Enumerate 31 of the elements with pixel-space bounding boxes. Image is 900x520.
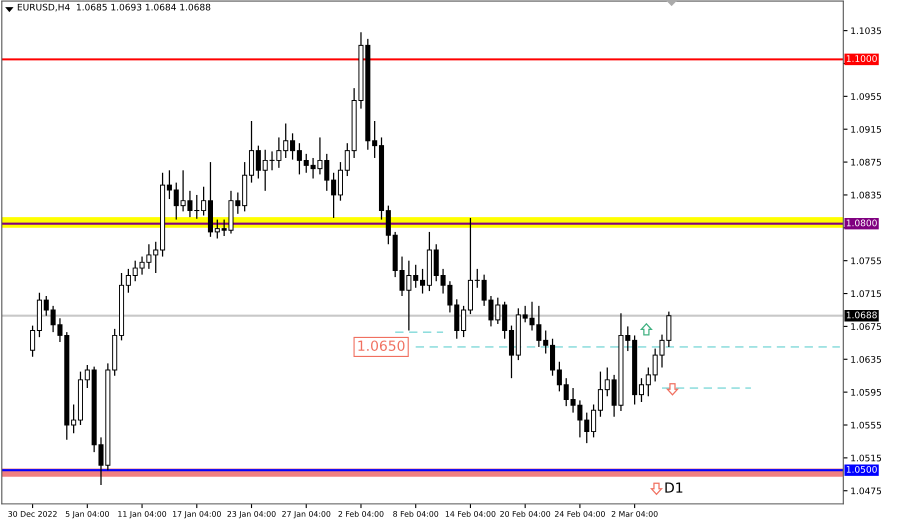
series-label: 1.0650 bbox=[358, 340, 405, 351]
y-tick-label: 1.0715 bbox=[851, 290, 882, 298]
y-tick-label: 1.0755 bbox=[851, 257, 882, 264]
y-tick-label: 1.0915 bbox=[851, 126, 882, 133]
y-tick-label: 1.1035 bbox=[851, 27, 882, 34]
candlestick bbox=[488, 295, 494, 328]
y-tick-label: 1.0515 bbox=[851, 454, 882, 462]
y-tick-label: 1.0635 bbox=[851, 356, 882, 363]
candlestick bbox=[529, 301, 535, 332]
candlestick bbox=[57, 318, 62, 343]
candlestick bbox=[270, 150, 275, 171]
candlestick bbox=[399, 256, 405, 297]
ref-line-label: 1.0688 bbox=[846, 312, 877, 318]
y-tick-label: 1.0835 bbox=[851, 192, 882, 199]
ref-line-label: 1.0500 bbox=[846, 466, 877, 473]
candlestick bbox=[420, 268, 426, 294]
y-tick-label: 1.0555 bbox=[851, 422, 882, 429]
y-tick-label: 1.0675 bbox=[851, 323, 882, 330]
ref-line-label: 1.1000 bbox=[846, 55, 877, 62]
candlestick bbox=[638, 378, 644, 403]
y-tick-label: 1.0875 bbox=[851, 158, 882, 166]
ref-line-label: 1.0800 bbox=[846, 219, 877, 226]
candlestick bbox=[30, 324, 36, 358]
annotation: D1 bbox=[665, 482, 682, 493]
chart-title: EURUSD,H4 1.0685 1.0693 1.0684 1.0688 bbox=[18, 4, 210, 12]
y-tick-label: 1.0955 bbox=[851, 93, 882, 100]
y-tick-label: 1.0475 bbox=[851, 487, 882, 494]
y-tick-label: 1.0595 bbox=[851, 388, 882, 396]
candlestick bbox=[659, 334, 665, 368]
candlestick bbox=[140, 256, 145, 276]
candlestick bbox=[98, 436, 104, 486]
